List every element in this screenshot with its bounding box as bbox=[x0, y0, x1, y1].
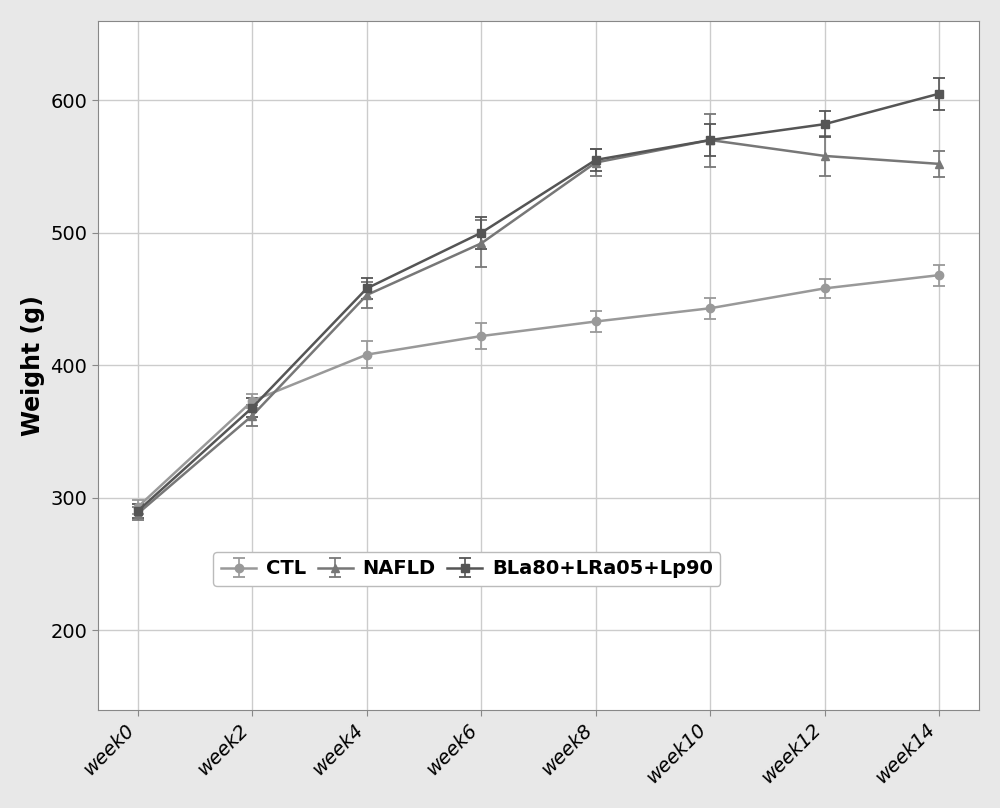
Y-axis label: Weight (g): Weight (g) bbox=[21, 295, 45, 436]
Legend: CTL, NAFLD, BLa80+LRa05+Lp90: CTL, NAFLD, BLa80+LRa05+Lp90 bbox=[213, 552, 720, 587]
